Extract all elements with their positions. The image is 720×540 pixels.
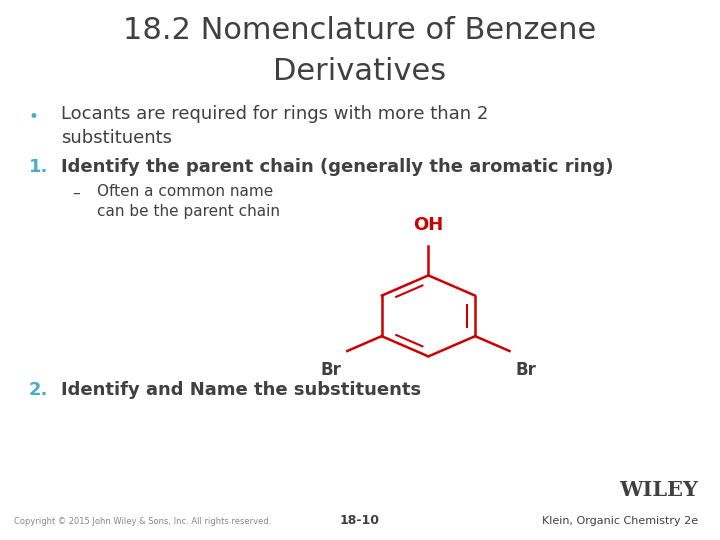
Text: Locants are required for rings with more than 2: Locants are required for rings with more… [61, 105, 489, 123]
Text: 18.2 Nomenclature of Benzene: 18.2 Nomenclature of Benzene [123, 16, 597, 45]
Text: WILEY: WILEY [619, 480, 698, 500]
Text: OH: OH [413, 216, 444, 234]
Text: 2.: 2. [29, 381, 48, 399]
Text: Often a common name: Often a common name [97, 184, 274, 199]
Text: substituents: substituents [61, 129, 172, 146]
Text: 18-10: 18-10 [340, 514, 380, 526]
Text: Identify the parent chain (generally the aromatic ring): Identify the parent chain (generally the… [61, 158, 613, 176]
Text: can be the parent chain: can be the parent chain [97, 204, 280, 219]
Text: 1.: 1. [29, 158, 48, 176]
Text: –: – [72, 186, 80, 201]
Text: Identify and Name the substituents: Identify and Name the substituents [61, 381, 421, 399]
Text: Klein, Organic Chemistry 2e: Klein, Organic Chemistry 2e [542, 516, 698, 526]
Text: Br: Br [320, 361, 341, 379]
Text: Derivatives: Derivatives [274, 57, 446, 86]
Text: Br: Br [516, 361, 536, 379]
Text: Copyright © 2015 John Wiley & Sons, Inc. All rights reserved.: Copyright © 2015 John Wiley & Sons, Inc.… [14, 517, 271, 526]
Text: •: • [29, 108, 39, 126]
